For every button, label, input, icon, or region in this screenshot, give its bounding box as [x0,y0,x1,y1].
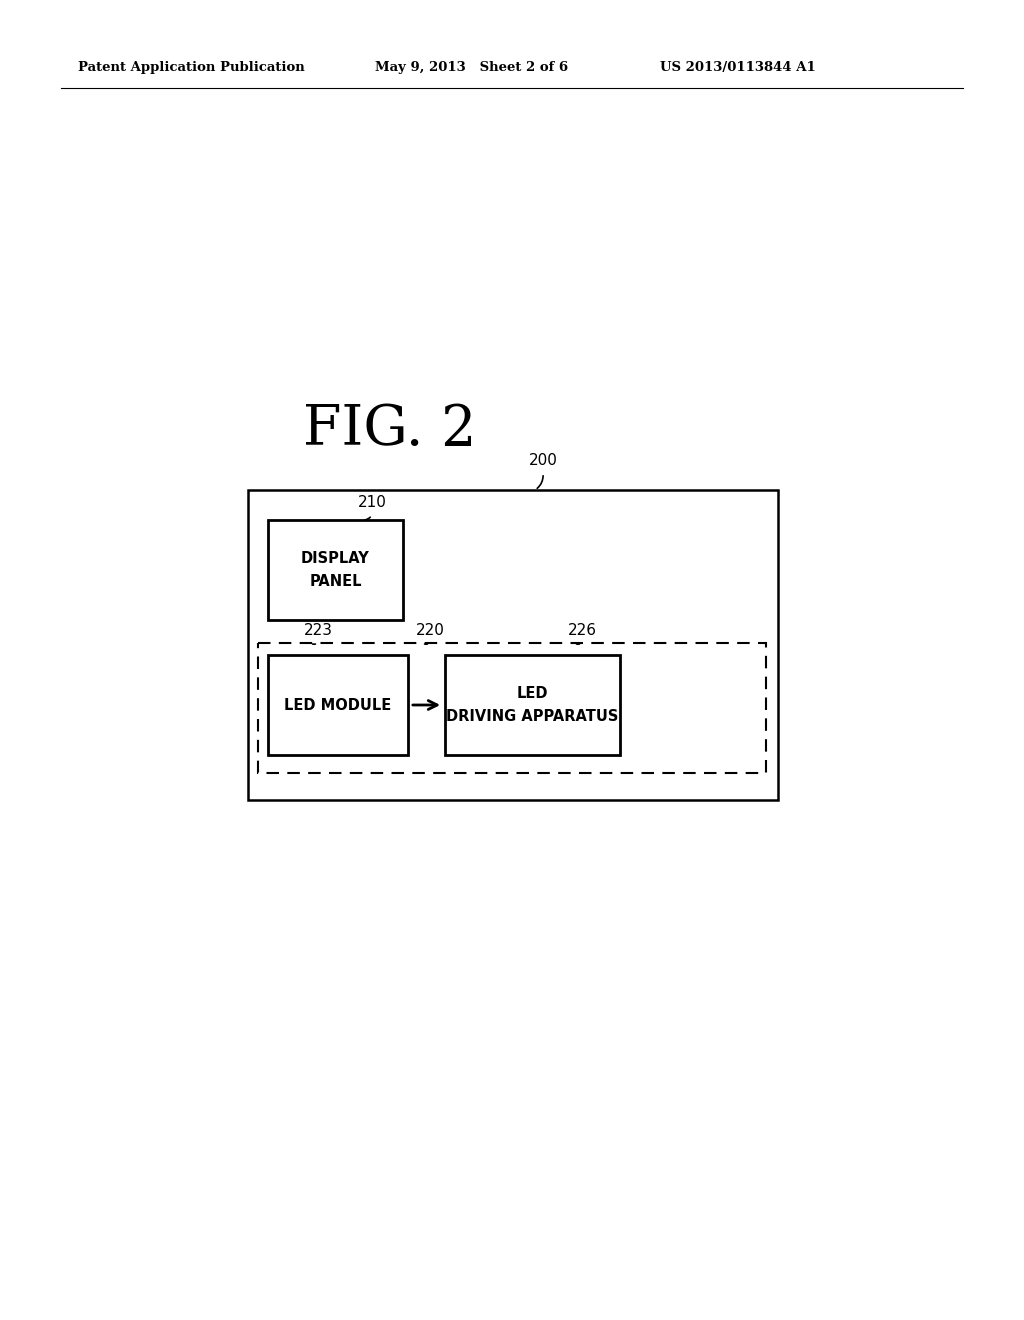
Text: 223: 223 [303,623,333,638]
Text: May 9, 2013   Sheet 2 of 6: May 9, 2013 Sheet 2 of 6 [375,62,568,74]
Text: DISPLAY
PANEL: DISPLAY PANEL [301,552,370,589]
Text: LED
DRIVING APPARATUS: LED DRIVING APPARATUS [446,686,618,723]
Text: 226: 226 [567,623,597,638]
Bar [268,655,408,755]
Text: FIG. 2: FIG. 2 [303,403,477,457]
Text: 220: 220 [416,623,444,638]
Bar [248,490,778,800]
Text: US 2013/0113844 A1: US 2013/0113844 A1 [660,62,816,74]
Bar [258,643,766,774]
Text: 200: 200 [528,453,557,469]
Text: Patent Application Publication: Patent Application Publication [78,62,305,74]
Bar [268,520,403,620]
Text: 210: 210 [357,495,386,510]
Bar [445,655,620,755]
Text: LED MODULE: LED MODULE [285,697,391,713]
